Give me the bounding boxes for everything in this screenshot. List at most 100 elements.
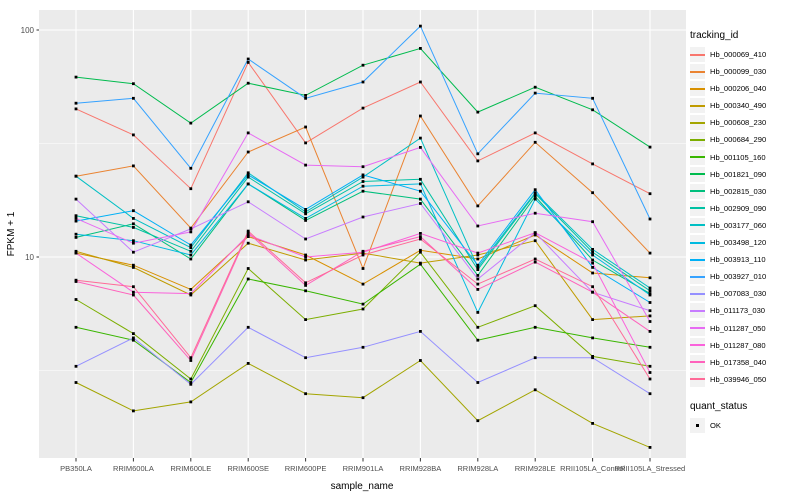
data-point [476, 268, 480, 271]
legend-line-key-icon [690, 269, 705, 285]
data-point [476, 288, 480, 291]
legend-label: Hb_002815_030 [710, 186, 767, 196]
data-point [132, 222, 135, 226]
data-point [476, 251, 480, 255]
legend-line-key-icon [690, 286, 705, 302]
data-point [648, 364, 652, 368]
data-point [74, 174, 78, 178]
data-point [74, 219, 78, 223]
legend-line-key-icon [690, 235, 705, 251]
data-point [419, 250, 422, 254]
legend-label: Hb_003913_110 [710, 255, 766, 265]
data-point [189, 377, 193, 381]
x-tick-label: RRIM600LE [170, 464, 211, 473]
data-point [361, 345, 365, 349]
data-point [74, 364, 78, 368]
legend-item-Hb_001105_160: Hb_001105_160 [690, 149, 798, 165]
x-tick-label: RRIM600LA [113, 464, 154, 473]
series-color-line-icon [690, 53, 705, 56]
data-point [648, 392, 652, 396]
data-point [304, 141, 307, 145]
data-point [189, 382, 193, 386]
data-point [361, 302, 365, 306]
data-point [476, 110, 480, 114]
legend-item-Hb_002815_030: Hb_002815_030 [690, 183, 798, 199]
data-point [189, 257, 193, 261]
data-point [419, 136, 422, 140]
data-point [132, 82, 135, 86]
data-point [648, 293, 652, 297]
data-point [533, 211, 537, 215]
legend-label: Hb_000608_230 [710, 118, 767, 128]
data-point [361, 106, 365, 110]
data-point [419, 189, 422, 193]
data-point [648, 314, 652, 318]
legend-line-key-icon [690, 166, 705, 182]
data-point [648, 446, 652, 449]
legend-item-Hb_003177_060: Hb_003177_060 [690, 217, 798, 233]
data-point [476, 338, 480, 342]
legend-label: Hb_039946_050 [710, 374, 767, 384]
data-point [591, 266, 594, 269]
x-tick-label: RRII105LA_Control [560, 464, 625, 473]
data-point [591, 250, 594, 254]
data-point [419, 248, 422, 252]
data-point [132, 293, 135, 297]
data-point [189, 227, 193, 231]
data-point [304, 96, 307, 100]
y-axis-title: FPKM + 1 [6, 211, 17, 256]
x-tick-label: RRIM928LA [457, 464, 498, 473]
legend-line-key-icon [690, 47, 705, 62]
series-color-line-icon [690, 309, 705, 312]
data-point [132, 226, 135, 229]
data-point [533, 233, 537, 237]
data-point [591, 96, 594, 100]
series-color-line-icon [690, 207, 705, 210]
data-point [189, 243, 193, 247]
data-point [476, 257, 480, 261]
axes: 10 100 PB350LA RRIM600LA RRIM600LE RRIM600SE R… [21, 26, 686, 473]
data-point [476, 266, 480, 269]
legend-label: Hb_011287_080 [710, 340, 766, 350]
data-point [476, 204, 480, 208]
data-point [189, 253, 193, 257]
legend-item-Hb_011173_030: Hb_011173_030 [690, 303, 798, 319]
data-point [648, 289, 652, 293]
series-color-line-icon [690, 224, 705, 227]
series-color-line-icon [690, 70, 705, 73]
data-point [648, 320, 652, 323]
legend-title-quant-status: quant_status [690, 400, 748, 412]
data-point [361, 249, 365, 253]
data-point [361, 267, 365, 270]
data-point [189, 292, 193, 295]
legend-title-tracking-id: tracking_id [690, 30, 739, 41]
data-point [189, 187, 193, 191]
data-points [74, 24, 652, 449]
data-point [246, 267, 250, 270]
data-point [361, 180, 365, 183]
legend-item-Hb_003927_010: Hb_003927_010 [690, 269, 798, 285]
data-point [476, 263, 480, 267]
data-point [591, 191, 594, 195]
legend-line-key-icon [690, 337, 705, 353]
data-point [533, 356, 537, 360]
data-point [246, 150, 250, 154]
data-point [132, 285, 135, 289]
legend-line-key-icon [690, 81, 705, 97]
data-point [591, 290, 594, 294]
legend-line-key-icon [690, 303, 705, 319]
legend-label: Hb_000340_490 [710, 101, 767, 111]
data-point [74, 325, 78, 329]
legend-line-key-icon [690, 371, 705, 387]
data-point [648, 251, 652, 255]
x-tick-label: RRIM600SE [227, 464, 269, 473]
data-point [132, 250, 135, 254]
legend-label: Hb_000684_290 [710, 135, 767, 145]
data-point [304, 94, 307, 97]
data-point [304, 217, 307, 220]
data-point [419, 359, 422, 362]
data-point [361, 175, 365, 179]
data-point [419, 177, 422, 181]
legend-item-Hb_000684_290: Hb_000684_290 [690, 132, 798, 148]
data-point [74, 101, 78, 105]
